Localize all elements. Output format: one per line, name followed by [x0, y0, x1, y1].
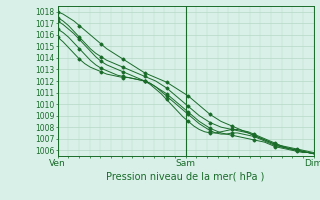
- X-axis label: Pression niveau de la mer( hPa ): Pression niveau de la mer( hPa ): [107, 171, 265, 181]
